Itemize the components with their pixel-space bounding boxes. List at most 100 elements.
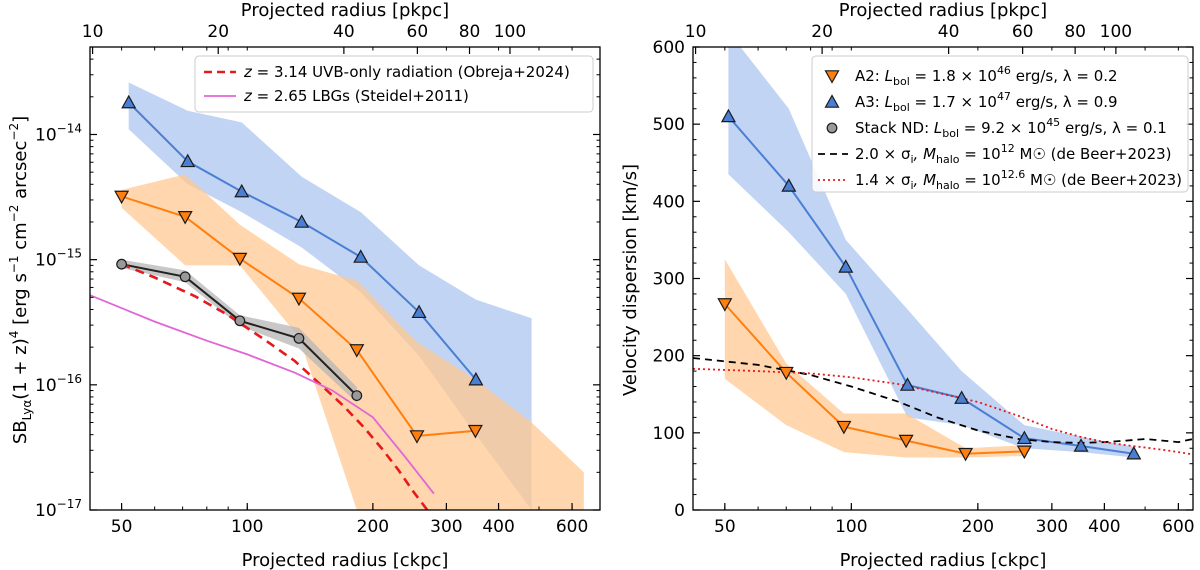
top-tick-label: 80 (1064, 22, 1086, 42)
legend-marker (824, 94, 840, 108)
data-point (467, 424, 483, 439)
legend-entry: Stack ND: Lbol = 9.2 × 1045 erg/s, λ = 0… (855, 116, 1167, 140)
y-tick-label: 100 (653, 424, 685, 444)
y-tick-label: 300 (653, 270, 685, 290)
y-tick-label: 10−17 (35, 497, 82, 521)
top-tick-label: 40 (333, 22, 355, 42)
data-point (349, 344, 365, 358)
plot-frame (692, 46, 1194, 511)
legend: A2: Lbol = 1.8 × 1046 erg/s, λ = 0.2A3: … (811, 55, 1189, 193)
top-x-axis-label: Projected radius [pkpc] (241, 0, 449, 21)
data-point (468, 371, 484, 386)
top-tick-label: 20 (207, 22, 229, 42)
data-point (234, 315, 246, 327)
series-layer (90, 82, 584, 510)
y-tick-label: 400 (653, 192, 685, 212)
data-point (121, 94, 137, 109)
x-tick-label: 100 (835, 517, 867, 537)
x-tick-label: 300 (430, 517, 462, 537)
y-axis-label: Velocity dispersion [km/s] (620, 164, 641, 396)
data-point (717, 298, 733, 312)
data-point (836, 420, 852, 435)
data-point (958, 447, 974, 462)
legend-entry: 2.0 × σi, Mhalo = 1012 M☉ (de Beer+2023) (855, 142, 1172, 166)
legend-box (811, 55, 1189, 193)
top-tick-label: 20 (811, 22, 833, 42)
legend-marker (826, 122, 838, 134)
y-axis-label: SBLyα(1 + z)4 [erg s−1 cm−2 arcsec−2] (7, 116, 34, 444)
x-tick-label: 600 (556, 517, 588, 537)
y-tick-label: 10−16 (35, 372, 82, 396)
legend-entry: A3: Lbol = 1.7 × 1047 erg/s, λ = 0.9 (855, 90, 1118, 114)
data-point (293, 332, 305, 344)
y-tick-label: 10−14 (35, 121, 82, 145)
data-point (1016, 430, 1032, 445)
data-point (179, 271, 191, 283)
top-tick-label: 10 (82, 22, 104, 42)
data-point (411, 304, 427, 319)
x-axis-label: Projected radius [ckpc] (840, 550, 1047, 570)
top-tick-label: 100 (494, 22, 526, 42)
data-point (720, 108, 736, 123)
data-point (838, 259, 854, 273)
data-point (291, 292, 307, 307)
y-tick-label: 200 (653, 347, 685, 367)
y-tick-label: 600 (653, 38, 685, 58)
series-line (693, 357, 1193, 444)
x-tick-label: 600 (1162, 517, 1194, 537)
data-point (409, 430, 425, 444)
data-point (180, 153, 196, 168)
data-point (351, 390, 363, 402)
legend-entry: z = 2.65 LBGs (Steidel+2011) (243, 87, 469, 105)
data-point (234, 183, 250, 198)
series-layer (693, 47, 1193, 462)
data-point (177, 210, 193, 225)
sb-profile-panel: 50 100 200 300 400 600 10 20 40 60 80 100 10−17 10−16… (7, 0, 601, 570)
uncertainty-band-a3 (128, 82, 532, 510)
plot-frame (89, 46, 601, 511)
data-point (899, 377, 915, 391)
uncertainty-band-a3 (728, 47, 1134, 458)
data-point (1126, 445, 1142, 460)
top-x-axis-label: Projected radius [pkpc] (839, 0, 1047, 21)
x-tick-label: 50 (111, 517, 133, 537)
data-point (778, 366, 794, 381)
x-tick-label: 50 (714, 517, 736, 537)
top-tick-label: 60 (407, 22, 429, 42)
x-axis-label: Projected radius [ckpc] (242, 550, 449, 570)
x-tick-label: 100 (231, 517, 263, 537)
y-tick-label: 500 (653, 115, 685, 135)
y-tick-label: 10−15 (35, 247, 82, 271)
x-tick-label: 300 (1036, 517, 1068, 537)
series-line (121, 262, 429, 510)
x-tick-label: 200 (357, 517, 389, 537)
top-tick-label: 80 (459, 22, 481, 42)
data-point (294, 214, 310, 228)
top-tick-label: 100 (1100, 22, 1132, 42)
series-line (693, 367, 1193, 456)
data-point (898, 434, 914, 449)
y-tick-label: 0 (674, 501, 685, 521)
uncertainty-band-a2 (724, 259, 1025, 458)
data-point (232, 252, 248, 267)
data-point (1073, 438, 1089, 452)
legend-marker (824, 70, 840, 84)
legend-entry: A2: Lbol = 1.8 × 1046 erg/s, λ = 0.2 (855, 64, 1118, 88)
legend-entry: z = 3.14 UVB-only radiation (Obreja+2024… (243, 63, 570, 81)
x-tick-label: 400 (1088, 517, 1120, 537)
data-point (781, 178, 797, 192)
series-line (90, 294, 435, 495)
top-tick-label: 40 (938, 22, 960, 42)
x-tick-label: 400 (482, 517, 514, 537)
series-line (724, 303, 1025, 455)
series-line (727, 115, 1134, 455)
legend: z = 3.14 UVB-only radiation (Obreja+2024… (194, 55, 594, 113)
top-tick-label: 60 (1012, 22, 1034, 42)
legend-entry: 1.4 × σi, Mhalo = 1012.6 M☉ (de Beer+202… (855, 168, 1182, 192)
x-tick-label: 200 (962, 517, 994, 537)
top-tick-label: 10 (685, 22, 707, 42)
data-point (116, 258, 128, 270)
data-point (1016, 445, 1032, 460)
legend-box (194, 55, 594, 113)
